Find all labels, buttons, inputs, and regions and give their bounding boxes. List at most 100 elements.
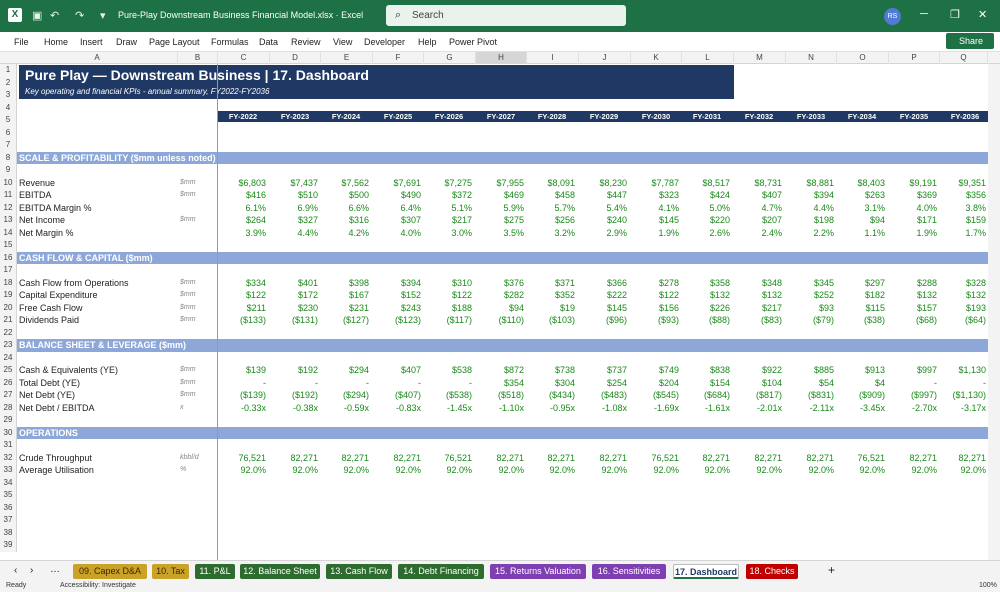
tab-15-returns-valuation[interactable]: 15. Returns Valuation (490, 564, 586, 579)
redo-icon[interactable]: ↷ (75, 10, 85, 22)
data-cell[interactable]: $356 (965, 190, 986, 200)
row-header[interactable]: 5 (0, 114, 17, 127)
data-cell[interactable]: $156 (658, 302, 679, 313)
data-cell[interactable]: -1.10x (498, 402, 524, 413)
tab-11-p-l[interactable]: 11. P&L (195, 564, 235, 579)
data-cell[interactable]: $132 (709, 290, 730, 300)
data-cell[interactable]: ($93) (657, 315, 679, 325)
data-cell[interactable]: 92.0% (911, 465, 937, 475)
data-cell[interactable]: $157 (916, 302, 937, 313)
data-cell[interactable]: ($139) (239, 390, 266, 400)
data-cell[interactable]: -3.17x (960, 402, 986, 413)
data-cell[interactable]: ($117) (446, 315, 472, 325)
data-cell[interactable]: $334 (245, 277, 266, 288)
data-cell[interactable]: $469 (503, 190, 524, 200)
row-header[interactable]: 30 (0, 426, 17, 439)
menu-item-draw[interactable]: Draw (116, 37, 138, 47)
data-cell[interactable]: $394 (400, 277, 421, 288)
close-icon[interactable]: ✕ (978, 9, 988, 21)
row-header[interactable]: 9 (0, 164, 17, 177)
data-cell[interactable]: 92.0% (446, 465, 472, 475)
row-header[interactable]: 20 (0, 301, 17, 314)
row-header[interactable]: 12 (0, 201, 17, 214)
data-cell[interactable]: $407 (400, 365, 421, 375)
data-cell[interactable]: $278 (658, 277, 679, 288)
data-cell[interactable]: $352 (554, 290, 575, 300)
data-cell[interactable]: 3.9% (245, 227, 266, 238)
data-cell[interactable]: $288 (916, 277, 937, 288)
data-cell[interactable]: $231 (348, 302, 369, 313)
menu-item-data[interactable]: Data (259, 37, 279, 47)
data-cell[interactable]: $913 (864, 365, 885, 375)
data-cell[interactable]: $885 (813, 365, 834, 375)
row-header[interactable]: 25 (0, 364, 17, 377)
row-header[interactable]: 32 (0, 451, 17, 464)
data-cell[interactable]: ($64) (964, 315, 986, 325)
data-cell[interactable]: 82,271 (341, 452, 369, 463)
data-cell[interactable]: $275 (503, 215, 524, 225)
data-cell[interactable]: $240 (606, 215, 627, 225)
data-cell[interactable]: ($538) (445, 390, 472, 400)
column-header-q[interactable]: Q (940, 52, 988, 64)
row-header[interactable]: 16 (0, 251, 17, 264)
data-cell[interactable]: $7,955 (496, 177, 524, 188)
data-cell[interactable]: ($684) (703, 390, 730, 400)
data-cell[interactable]: -3.45x (859, 402, 885, 413)
data-cell[interactable]: 82,271 (806, 452, 834, 463)
data-cell[interactable]: $490 (400, 190, 421, 200)
data-cell[interactable]: $122 (658, 290, 679, 300)
data-cell[interactable]: - (983, 377, 986, 388)
data-cell[interactable]: 92.0% (960, 465, 986, 475)
autosave-icon[interactable]: ▣ (32, 10, 43, 22)
data-cell[interactable]: $9,191 (909, 177, 937, 188)
data-cell[interactable]: $193 (965, 302, 986, 313)
data-cell[interactable]: 82,271 (290, 452, 318, 463)
data-cell[interactable]: -2.70x (911, 402, 937, 413)
data-cell[interactable]: $94 (869, 215, 885, 225)
data-cell[interactable]: ($997) (910, 390, 937, 400)
data-cell[interactable]: 2.2% (813, 227, 834, 238)
column-header-g[interactable]: G (424, 52, 476, 64)
data-cell[interactable]: $6,803 (238, 177, 266, 188)
data-cell[interactable]: 82,271 (702, 452, 730, 463)
data-cell[interactable]: 92.0% (292, 465, 318, 475)
data-cell[interactable]: $7,275 (444, 177, 472, 188)
data-cell[interactable]: ($545) (652, 390, 679, 400)
tab-09-capex-d-a[interactable]: 09. Capex D&A (73, 564, 147, 579)
data-cell[interactable]: 6.4% (400, 202, 421, 213)
tab-17-dashboard[interactable]: 17. Dashboard (673, 564, 739, 579)
data-cell[interactable]: $220 (709, 215, 730, 225)
column-header-l[interactable]: L (682, 52, 734, 64)
tab-scroll-left-icon[interactable]: ‹ (14, 565, 18, 576)
data-cell[interactable]: $282 (503, 290, 524, 300)
data-cell[interactable]: - (934, 377, 937, 388)
data-cell[interactable]: ($83) (760, 315, 782, 325)
data-cell[interactable]: 3.0% (451, 227, 472, 238)
row-header[interactable]: 22 (0, 326, 17, 339)
data-cell[interactable]: $345 (813, 277, 834, 288)
undo-icon[interactable]: ↶ (50, 10, 60, 22)
row-header[interactable]: 7 (0, 139, 17, 152)
column-header-b[interactable]: B (178, 52, 218, 64)
data-cell[interactable]: - (263, 377, 266, 388)
column-header-h[interactable]: H (476, 52, 527, 64)
data-cell[interactable]: $8,881 (806, 177, 834, 188)
data-cell[interactable]: ($38) (863, 315, 885, 325)
column-header-i[interactable]: I (527, 52, 579, 64)
data-cell[interactable]: $1,130 (958, 365, 986, 375)
menu-item-page-layout[interactable]: Page Layout (149, 37, 200, 47)
tab-12-balance-sheet[interactable]: 12. Balance Sheet (240, 564, 320, 579)
data-cell[interactable]: ($518) (497, 390, 524, 400)
data-cell[interactable]: 92.0% (704, 465, 730, 475)
data-cell[interactable]: $264 (245, 215, 266, 225)
data-cell[interactable]: ($192) (291, 390, 318, 400)
data-cell[interactable]: 92.0% (549, 465, 575, 475)
data-cell[interactable]: 5.9% (503, 202, 524, 213)
data-cell[interactable]: 3.2% (554, 227, 575, 238)
data-cell[interactable]: $192 (297, 365, 318, 375)
data-cell[interactable]: $354 (503, 377, 524, 388)
data-cell[interactable]: $207 (761, 215, 782, 225)
data-cell[interactable]: ($103) (548, 315, 575, 325)
data-cell[interactable]: 2.4% (761, 227, 782, 238)
data-cell[interactable]: $348 (761, 277, 782, 288)
